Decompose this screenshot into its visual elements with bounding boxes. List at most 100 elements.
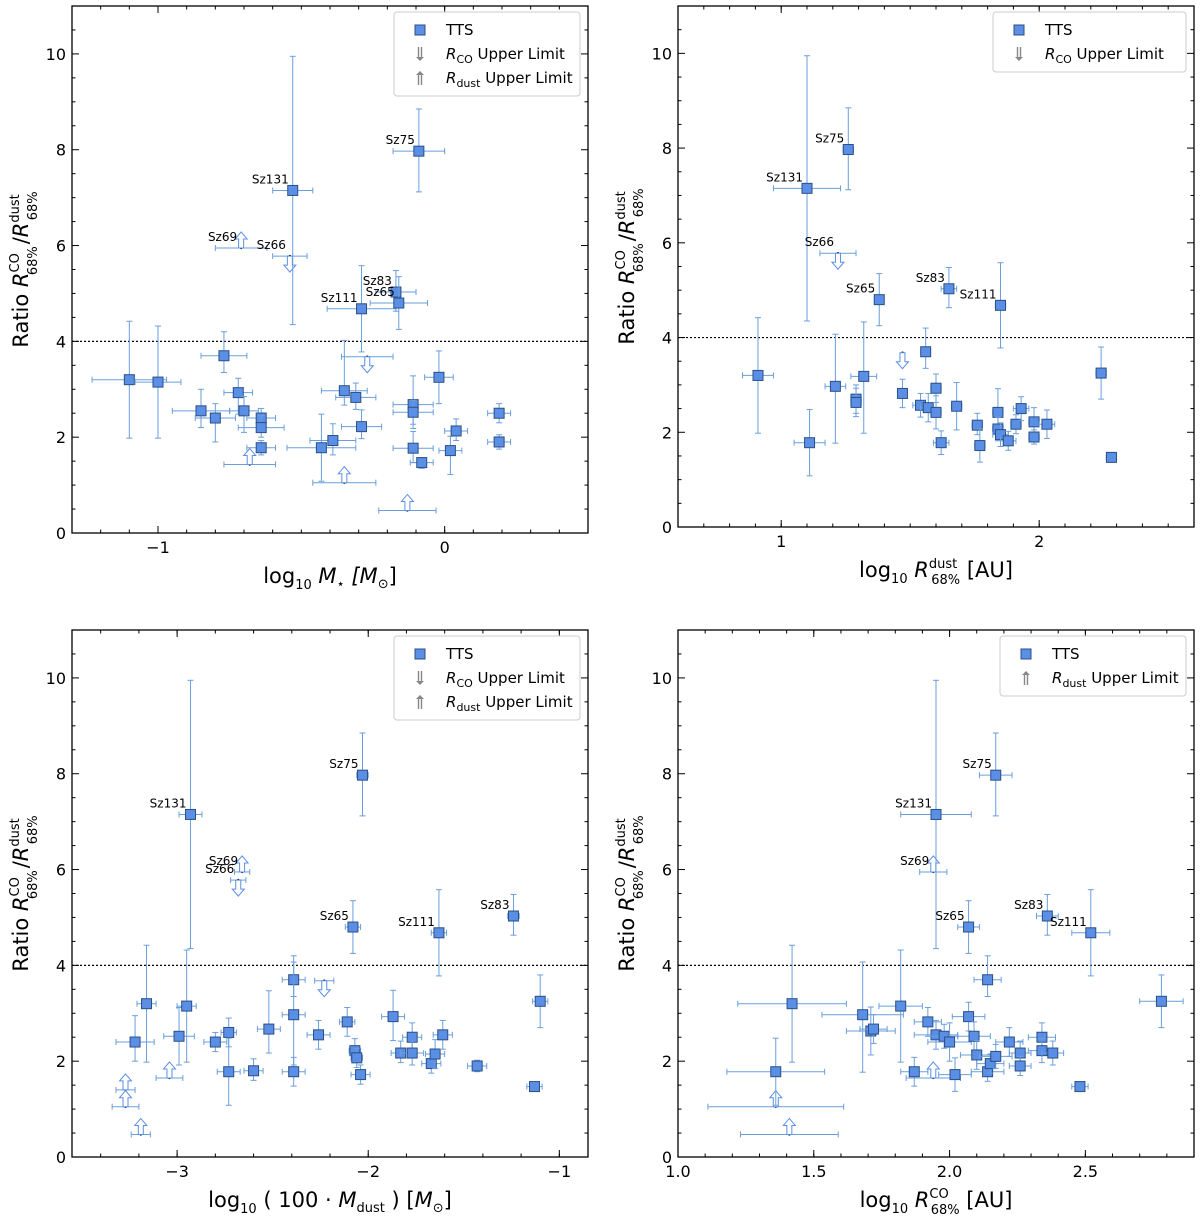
legend-arrow-head-icon [416,681,424,685]
data-point [752,369,764,381]
data-point [444,445,456,457]
data-point [1015,403,1027,415]
data-point [288,1009,300,1021]
data-point [287,184,299,196]
x-axis-label: log10 Rdust 68% [AU] [859,557,1013,588]
data-point [971,1049,983,1061]
y-tick-label: 6 [662,861,672,880]
x-tick-label: 2.0 [937,1162,962,1181]
legend-marker-icon [1020,648,1032,660]
data-point [1041,910,1053,922]
upper-limit-arrow [282,255,297,273]
data-point [992,406,1004,418]
data-point [255,422,267,434]
data-point [896,387,908,399]
data-point [786,998,798,1010]
upper-limit-arrow [926,1061,941,1079]
source-label: Sz66 [257,238,286,252]
data-point [341,1016,353,1028]
x-tick-label: −1 [146,538,170,557]
upper-limit-arrow [317,980,332,998]
y-tick-label: 6 [56,237,66,256]
data-point [407,442,419,454]
x-tick-label: 1.0 [665,1162,690,1181]
data-point [238,405,250,417]
upper-limit-arrow [830,252,846,271]
y-axis-label: Ratio RCO 68%/Rdust 68% [8,191,41,347]
data-point [406,1047,418,1059]
data-point [930,406,942,418]
legend-marker-icon [414,24,426,36]
upper-limit-arrow [235,855,250,873]
upper-limit-arrow [782,1117,797,1135]
data-point [123,374,135,386]
y-tick-label: 10 [652,669,672,688]
data-point [1085,927,1097,939]
legend-marker-icon [1013,24,1025,36]
upper-limit-arrow [242,447,257,465]
data-point [908,1066,920,1078]
source-label: Sz111 [1050,915,1087,929]
data-point [356,421,368,433]
y-axis-label: Ratio RCO 68%/Rdust 68% [8,815,41,971]
source-label: Sz75 [386,133,415,147]
legend-label: TTS [1051,645,1080,663]
data-point [930,382,942,394]
data-point [990,769,1002,781]
data-point [355,1069,367,1081]
data-point [895,1000,907,1012]
data-point [390,286,402,298]
data-point [982,974,994,986]
data-point [437,1029,449,1041]
upper-limit-arrow [118,1089,133,1108]
y-tick-label: 0 [56,1148,66,1167]
data-point [184,808,196,820]
y-tick-label: 10 [46,669,66,688]
y-tick-label: 6 [662,234,672,253]
data-point [393,297,405,309]
data-point [935,437,947,449]
data-point [493,436,505,448]
legend-label: TTS [445,21,474,39]
y-tick-label: 2 [662,1052,672,1071]
legend-arrow-head-icon [1015,57,1023,61]
data-point [327,435,339,447]
data-point [152,376,164,388]
y-tick-label: 4 [56,956,66,975]
data-point [1014,1060,1026,1072]
legend-label: RCO Upper Limit [1045,45,1164,66]
data-point [922,1016,934,1028]
upper-limit-arrow [234,231,249,249]
upper-limit-arrow [133,1117,148,1135]
panel-mdust: 0 2 4 6 8 10 −3 −2 −1 Sz131 Sz65 Sz75 Sz111 Sz83 Sz69S… [8,629,589,1217]
data-point [943,283,955,295]
data-point [232,387,244,399]
x-tick-label: 0 [440,538,450,557]
y-tick-label: 0 [56,524,66,543]
data-point [433,371,445,383]
data-point [829,380,841,392]
y-tick-label: 6 [56,861,66,880]
legend-arrow-head-icon [416,57,424,61]
data-point [920,346,932,358]
data-point [1010,418,1022,430]
source-label: Sz69 [900,854,929,868]
source-label: Sz131 [766,170,803,184]
data-point [1041,418,1053,430]
x-tick-label: −2 [356,1162,380,1181]
data-point [387,1011,399,1023]
data-point [842,144,854,156]
data-point [493,407,505,419]
x-axis-label: log10 ( 100 · Mdust ) [M⊙] [208,1188,452,1217]
data-point [1028,431,1040,443]
y-tick-label: 2 [56,1052,66,1071]
x-tick-label: 2 [1034,532,1044,551]
y-tick-label: 8 [56,765,66,784]
y-tick-label: 8 [662,139,672,158]
data-point [141,998,153,1010]
legend-label: Rdust Upper Limit [1052,669,1179,690]
data-point [963,1011,975,1023]
